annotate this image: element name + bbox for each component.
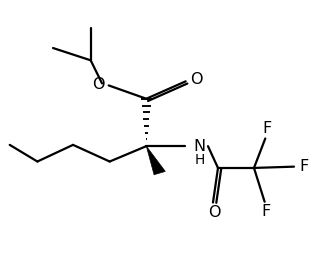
Text: H: H	[195, 153, 205, 167]
Text: F: F	[299, 159, 308, 174]
Text: O: O	[190, 72, 203, 87]
Text: F: F	[262, 204, 271, 219]
Text: O: O	[208, 205, 221, 220]
Text: O: O	[92, 77, 104, 92]
Polygon shape	[146, 146, 165, 175]
Text: N: N	[194, 139, 206, 154]
Text: F: F	[262, 121, 271, 136]
